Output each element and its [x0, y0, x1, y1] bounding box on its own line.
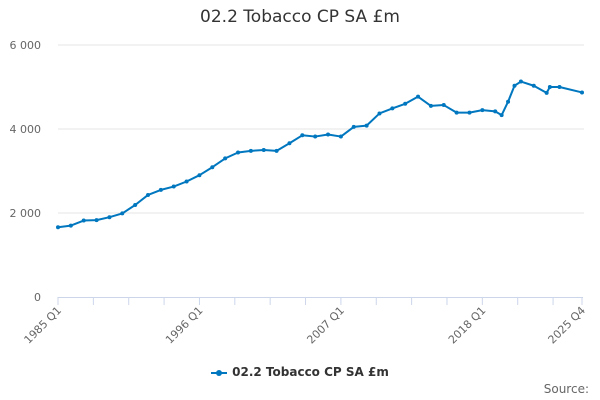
data-point[interactable]: [531, 83, 536, 88]
data-point[interactable]: [506, 99, 511, 104]
x-tick-label: 2007 Q1: [304, 304, 347, 347]
data-point[interactable]: [480, 108, 485, 113]
y-tick-label: 4 000: [10, 123, 42, 136]
data-point[interactable]: [146, 192, 151, 197]
data-point[interactable]: [557, 85, 562, 89]
data-point[interactable]: [210, 165, 215, 170]
data-point[interactable]: [94, 218, 99, 223]
data-point[interactable]: [416, 94, 421, 99]
y-tick-label: 0: [34, 291, 41, 304]
data-point[interactable]: [56, 225, 60, 230]
data-point[interactable]: [518, 79, 523, 84]
chart-title: 02.2 Tobacco CP SA £m: [200, 7, 400, 27]
source-label: Source:: [543, 382, 589, 396]
data-point[interactable]: [236, 150, 241, 155]
data-point[interactable]: [454, 110, 459, 115]
data-point[interactable]: [158, 187, 163, 192]
data-point[interactable]: [499, 113, 504, 118]
data-point[interactable]: [377, 111, 382, 116]
data-point[interactable]: [580, 90, 584, 95]
data-point[interactable]: [493, 109, 498, 114]
data-point[interactable]: [441, 103, 446, 108]
data-point[interactable]: [390, 106, 395, 111]
data-point[interactable]: [68, 223, 73, 228]
data-point[interactable]: [81, 218, 86, 223]
x-tick-label: 1985 Q1: [22, 304, 65, 347]
data-point[interactable]: [467, 110, 472, 115]
x-tick-label: 1996 Q1: [163, 304, 206, 347]
x-tick-label: 2025 Q4: [546, 304, 589, 347]
y-tick-label: 6 000: [10, 39, 42, 52]
legend-item[interactable]: 02.2 Tobacco CP SA £m: [0, 365, 600, 379]
y-tick-label: 2 000: [10, 207, 42, 220]
data-point[interactable]: [287, 141, 292, 146]
data-point[interactable]: [547, 85, 552, 89]
data-point[interactable]: [261, 148, 266, 152]
data-point[interactable]: [197, 173, 202, 178]
legend-label: 02.2 Tobacco CP SA £m: [232, 365, 389, 379]
data-point[interactable]: [544, 90, 549, 95]
x-tick-label: 2018 Q1: [446, 304, 489, 347]
legend-marker-icon: [211, 369, 228, 376]
data-point[interactable]: [428, 103, 433, 108]
data-point[interactable]: [223, 156, 228, 161]
data-point[interactable]: [351, 124, 356, 129]
data-point[interactable]: [300, 133, 305, 138]
data-point[interactable]: [274, 148, 279, 153]
data-point[interactable]: [107, 215, 112, 220]
data-point[interactable]: [313, 134, 318, 139]
data-point[interactable]: [403, 101, 408, 106]
data-point[interactable]: [133, 203, 138, 208]
data-point[interactable]: [120, 211, 125, 216]
data-point[interactable]: [184, 179, 189, 184]
data-point[interactable]: [171, 184, 176, 189]
data-point[interactable]: [512, 83, 517, 88]
series-line: [57, 80, 583, 229]
data-point[interactable]: [338, 134, 343, 139]
data-point[interactable]: [364, 123, 369, 128]
data-point[interactable]: [248, 148, 253, 153]
data-point[interactable]: [326, 132, 331, 137]
